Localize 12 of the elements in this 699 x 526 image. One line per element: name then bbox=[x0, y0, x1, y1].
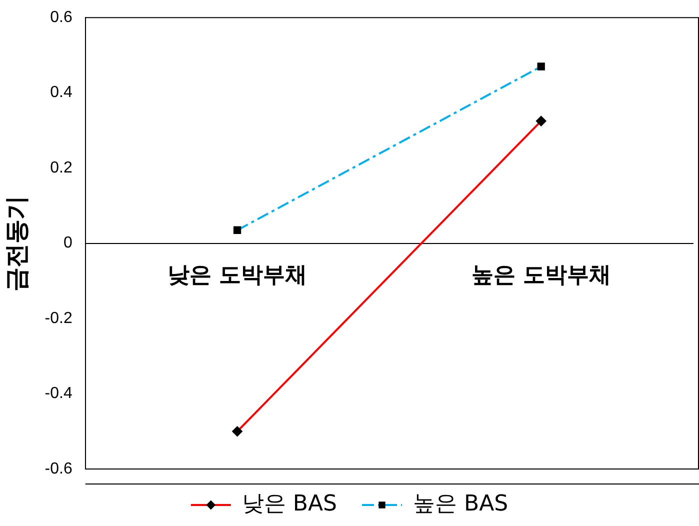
y-axis-title: 금전동기 bbox=[2, 195, 31, 292]
y-tick-label: 0.6 bbox=[50, 9, 72, 26]
y-tick-label: 0 bbox=[63, 234, 72, 252]
y-tick-label: 0.4 bbox=[50, 84, 72, 102]
legend-label: 높은 BAS bbox=[413, 492, 508, 517]
y-tick-label: 0.2 bbox=[50, 159, 72, 176]
x-tick-label: 높은 도박부채 bbox=[471, 263, 611, 288]
y-tick-label: -0.2 bbox=[44, 310, 72, 327]
y-tick-label: -0.4 bbox=[44, 385, 72, 402]
y-tick-label: -0.6 bbox=[44, 460, 72, 478]
x-tick-label: 낮은 도박부채 bbox=[167, 263, 308, 288]
legend-label: 낮은 BAS bbox=[242, 492, 338, 517]
